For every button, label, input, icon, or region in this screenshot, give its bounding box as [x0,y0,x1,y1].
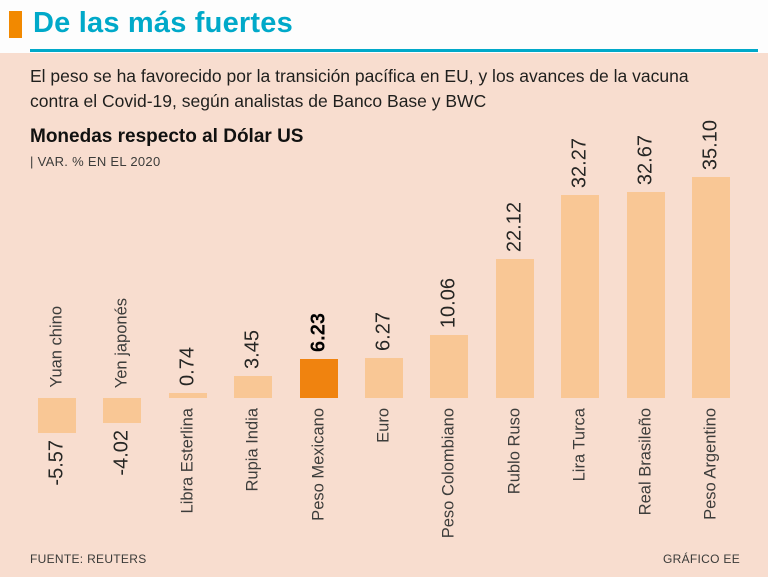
category-label: Libra Esterlina [178,408,197,514]
category-label: Rupia India [243,408,262,492]
value-label: -5.57 [45,440,68,486]
page-title: De las más fuertes [33,7,293,39]
bar-column-rupia-india: 3.45 Rupia India [220,110,285,540]
value-label: 22.12 [503,201,526,252]
category-label: Euro [374,408,393,443]
category-label: Real Brasileño [636,408,655,516]
bar-column-yuan-chino: -5.57 Yuan chino [24,110,89,540]
bar-column-real-brasileno: 32.67 Real Brasileño [613,110,678,540]
bar-libra-esterlina [168,393,207,398]
bar-column-lira-turca: 32.27 Lira Turca [548,110,613,540]
value-label: 0.74 [176,347,199,386]
category-label: Rublo Ruso [505,408,524,495]
source-label: FUENTE: REUTERS [30,552,147,566]
bar-peso-mexicano [299,359,338,398]
chart-title: Monedas respecto al Dólar US [30,126,304,147]
bar-column-peso-mexicano: 6.23 Peso Mexicano [286,110,351,540]
footer: FUENTE: REUTERS GRÁFICO EE [30,552,740,566]
header-bar: De las más fuertes [0,0,768,53]
value-label: 6.27 [372,312,395,351]
bar-yen-japones [103,398,142,423]
value-label: 3.45 [241,330,264,369]
bar-yuan-chino [37,398,76,433]
bar-column-euro: 6.27 Euro [351,110,416,540]
accent-square [9,11,22,38]
bar-peso-colombiano [430,335,469,398]
value-label: 6.23 [307,313,330,352]
bar-lira-turca [561,195,600,398]
bar-peso-argentino [692,177,731,398]
bar-column-peso-colombiano: 10.06 Peso Colombiano [417,110,482,540]
bar-rublo-ruso [495,259,534,398]
bar-column-rublo-ruso: 22.12 Rublo Ruso [482,110,547,540]
chart-subtitle: | VAR. % EN EL 2020 [30,154,161,169]
bar-column-yen-japones: -4.02 Yen japonés [89,110,154,540]
category-label: Peso Colombiano [439,408,458,539]
bar-column-libra-esterlina: 0.74 Libra Esterlina [155,110,220,540]
category-label: Lira Turca [570,408,589,482]
value-label: 10.06 [437,277,460,328]
value-label: 32.27 [568,137,591,188]
chart-header: Monedas respecto al Dólar US | VAR. % EN… [30,126,303,169]
bar-chart: -5.57 Yuan chino -4.02 Yen japonés 0.74 Libra… [24,110,744,540]
intro-text: El peso se ha favorecido por la transici… [30,66,689,111]
bar-rupia-india [234,376,273,398]
credit-label: GRÁFICO EE [662,552,740,566]
bar-real-brasileno [626,192,665,398]
value-label: -4.02 [110,430,133,476]
category-label: Yen japonés [112,297,131,388]
bar-euro [364,358,403,398]
title-underline [30,49,758,52]
bar-column-peso-argentino: 35.10 Peso Argentino [679,110,744,540]
category-label: Yuan chino [47,306,66,388]
value-label: 35.10 [699,119,722,170]
category-label: Peso Mexicano [309,408,328,521]
value-label: 32.67 [634,134,657,185]
category-label: Peso Argentino [701,408,720,520]
